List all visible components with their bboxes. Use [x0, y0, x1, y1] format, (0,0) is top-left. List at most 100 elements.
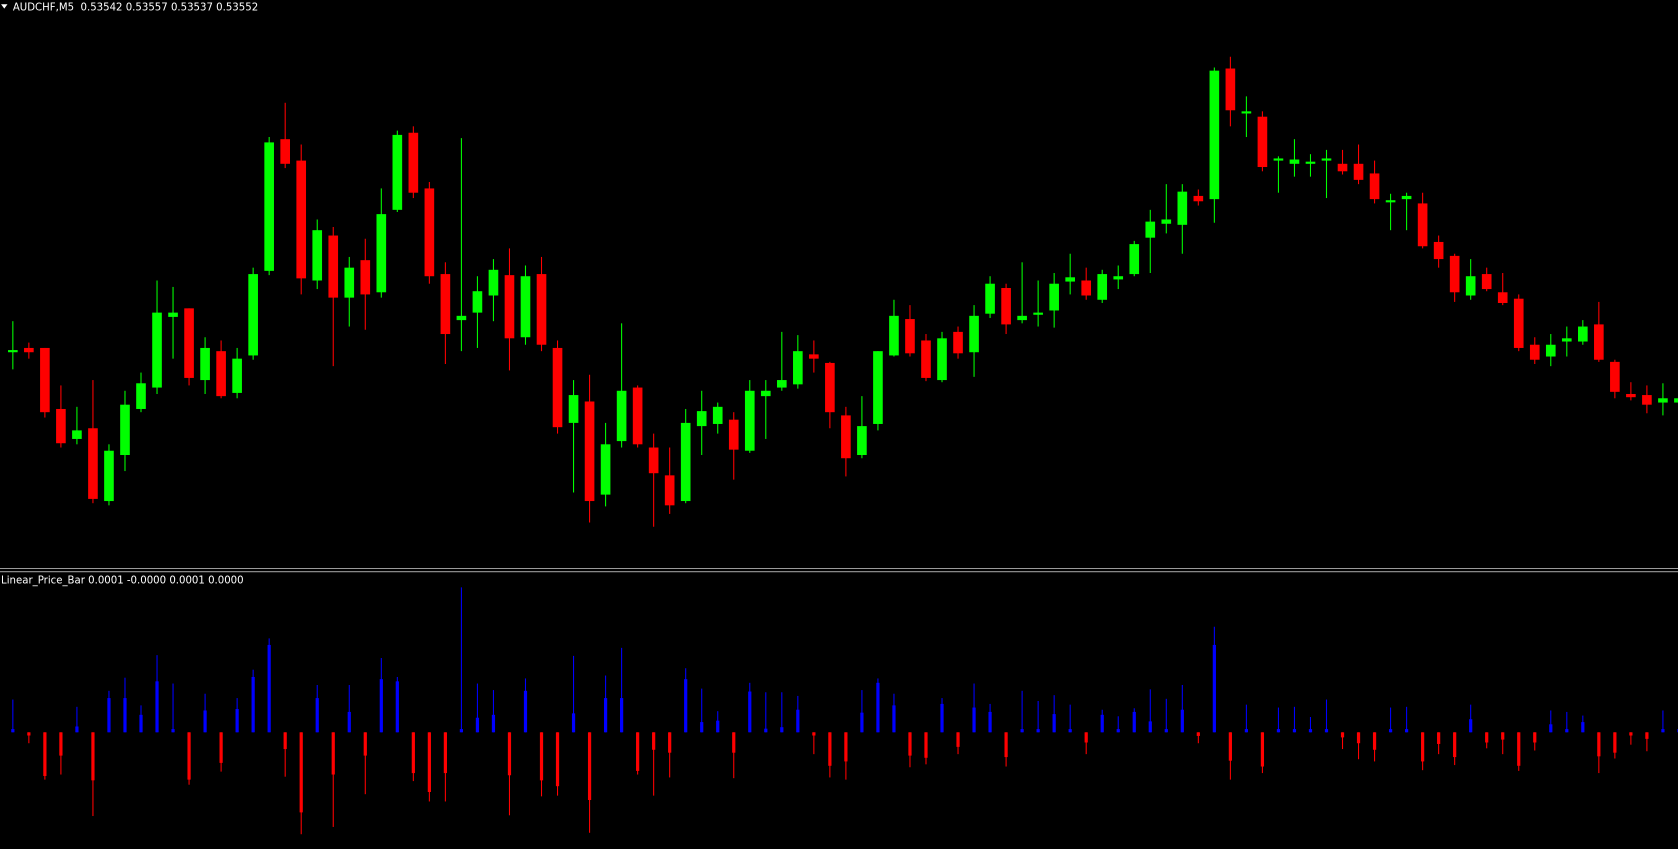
indicator-bar: [1084, 732, 1088, 743]
indicator-bar: [844, 732, 848, 762]
indicator-bar: [27, 732, 31, 736]
candle-body: [1529, 344, 1540, 360]
candle-body: [1241, 111, 1252, 114]
indicator-bar: [748, 691, 752, 733]
candle-body: [376, 214, 387, 293]
indicator-bar: [155, 681, 159, 733]
indicator-bar: [1565, 729, 1569, 733]
candle-body: [1481, 274, 1492, 290]
indicator-bar: [1228, 732, 1232, 761]
candle-body: [664, 475, 675, 506]
indicator-bar: [1148, 721, 1152, 733]
indicator-bar: [427, 732, 431, 793]
indicator-bar: [379, 679, 383, 733]
candle-body: [857, 426, 867, 456]
indicator-bar: [636, 732, 640, 771]
indicator-bar: [892, 705, 896, 733]
candle-body: [632, 387, 643, 445]
indicator-bar: [1292, 729, 1297, 733]
candle-body: [472, 291, 483, 313]
indicator-bar: [860, 712, 864, 733]
indicator-bar: [1036, 729, 1040, 733]
indicator-bar: [668, 732, 672, 753]
candle-body: [648, 447, 659, 474]
indicator-bar: [1212, 644, 1216, 733]
indicator-bar: [700, 722, 704, 733]
candle-body: [744, 390, 755, 451]
candle-body: [680, 422, 691, 502]
candle-body: [600, 444, 611, 495]
indicator-bar: [347, 711, 351, 733]
candle-body: [488, 269, 499, 296]
candle-body: [1497, 292, 1508, 303]
indicator-bar: [555, 732, 560, 787]
indicator-bar: [652, 732, 656, 750]
candle-body: [1513, 298, 1524, 348]
indicator-bar: [235, 709, 239, 733]
indicator-bar: [1132, 711, 1136, 733]
candle-body: [1065, 277, 1075, 282]
indicator-bar: [1613, 732, 1617, 753]
candle-body: [72, 430, 82, 439]
candle-body: [168, 312, 178, 317]
candle-body: [889, 315, 899, 356]
candle-body: [1369, 173, 1380, 200]
candle-body: [1433, 241, 1444, 260]
candle-body: [1449, 255, 1460, 293]
indicator-bar: [75, 726, 79, 733]
indicator-bar: [1308, 729, 1313, 733]
indicator-bar: [924, 732, 928, 758]
indicator-bar: [251, 676, 255, 733]
candle-body: [728, 419, 739, 450]
candle-body: [8, 350, 18, 353]
indicator-bar: [43, 732, 47, 776]
candle-body: [1642, 395, 1652, 405]
candle-body: [1465, 276, 1476, 296]
candle-body: [456, 315, 467, 321]
candle-body: [1385, 200, 1396, 203]
candle-body: [696, 411, 707, 427]
indicator-bar: [1597, 732, 1601, 757]
indicator-bar: [764, 728, 768, 733]
candle-body: [985, 283, 995, 314]
candle-body: [1225, 68, 1236, 111]
indicator-bar: [539, 732, 544, 781]
candle-body: [88, 428, 98, 499]
candle-body: [1289, 159, 1300, 164]
indicator-bar: [1372, 732, 1377, 750]
indicator-bar: [523, 690, 528, 733]
indicator-bar: [796, 709, 800, 733]
candle-body: [1610, 361, 1620, 392]
candle-body: [1257, 116, 1268, 168]
candle-body: [424, 188, 435, 277]
indicator-bar: [1645, 732, 1649, 739]
symbol-label: AUDCHF,M5 0.53542 0.53557 0.53537 0.5355…: [13, 2, 258, 13]
indicator-bar: [1485, 732, 1489, 743]
indicator-bar: [1004, 732, 1008, 758]
indicator-bar: [123, 698, 127, 733]
collapse-arrow[interactable]: [1, 4, 8, 9]
candle-body: [1626, 393, 1636, 398]
indicator-bar: [1533, 732, 1537, 743]
indicator-bar: [1260, 732, 1265, 767]
indicator-bar: [11, 729, 15, 733]
indicator-bar: [1421, 732, 1425, 762]
candle-body: [56, 408, 66, 444]
indicator-bar: [299, 732, 303, 813]
candle-body: [953, 331, 963, 354]
candle-body: [1337, 163, 1348, 172]
candle-body: [408, 132, 419, 193]
indicator-bar: [956, 732, 960, 747]
indicator-bar: [1068, 729, 1072, 733]
candle-body: [344, 267, 355, 298]
indicator-bar: [812, 732, 816, 736]
candle-body: [1417, 203, 1428, 247]
indicator-bar: [1340, 732, 1345, 738]
indicator-bar: [107, 698, 111, 733]
candle-body: [969, 315, 979, 353]
indicator-bar: [459, 729, 464, 733]
candle-body: [200, 347, 210, 381]
indicator-bar: [1469, 719, 1473, 733]
